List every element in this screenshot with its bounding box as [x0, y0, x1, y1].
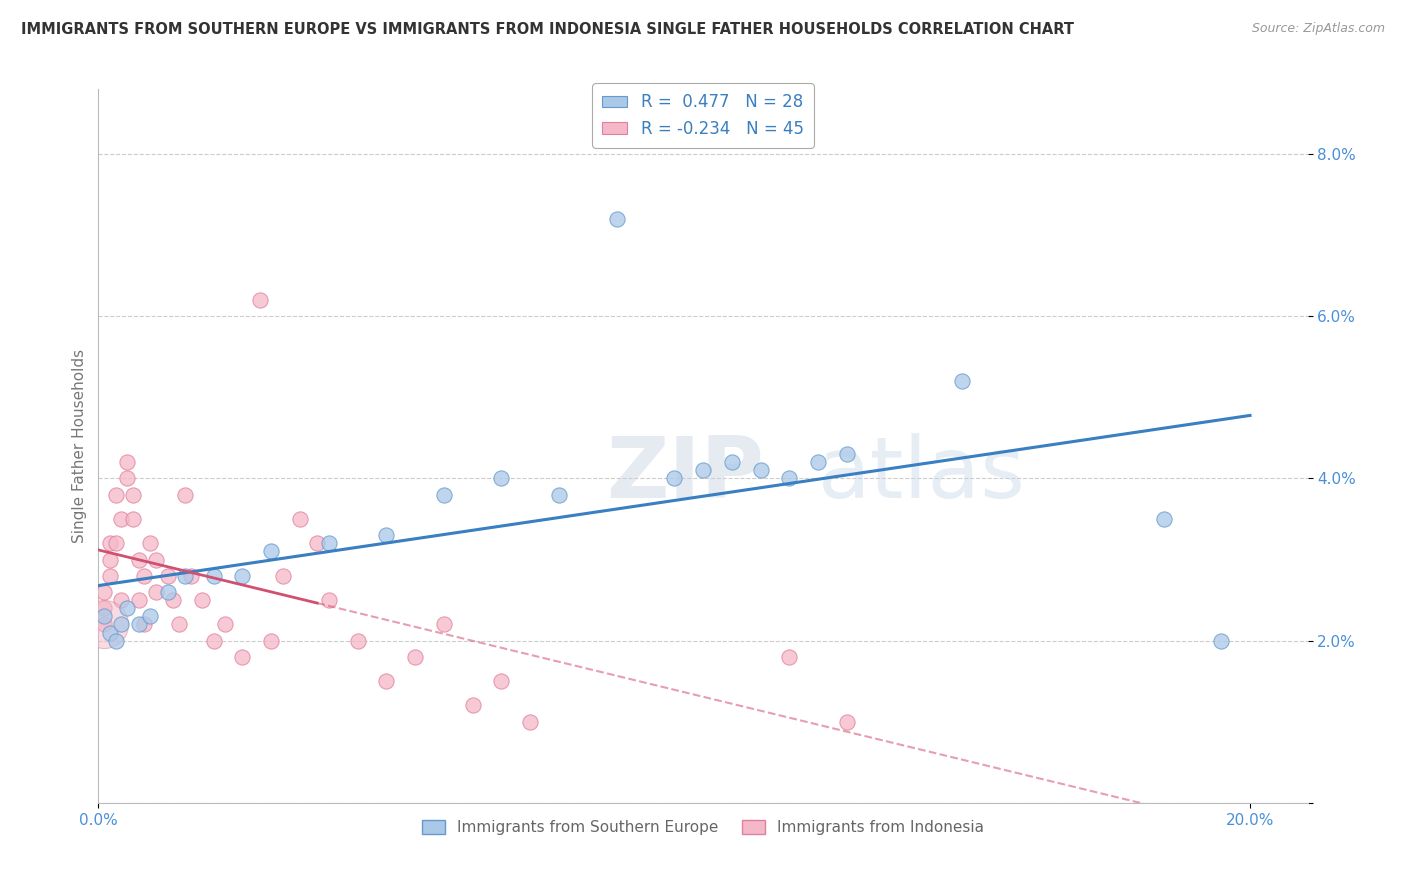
Point [346, 633, 368, 648]
Point [115, 471, 138, 485]
Point [271, 568, 294, 582]
Point [664, 471, 686, 485]
Point [98, 552, 121, 566]
Point [128, 593, 150, 607]
Point [139, 536, 162, 550]
Y-axis label: Single Father Households: Single Father Households [72, 349, 87, 543]
Point [307, 536, 329, 550]
Point [288, 512, 311, 526]
Point [249, 293, 271, 307]
Point [134, 617, 156, 632]
Point [1211, 633, 1233, 648]
Point [128, 617, 150, 632]
Point [318, 536, 340, 550]
Point [122, 488, 145, 502]
Point [110, 617, 132, 632]
Point [375, 674, 398, 689]
Point [778, 471, 800, 485]
Point [145, 552, 167, 566]
Legend: Immigrants from Southern Europe, Immigrants from Indonesia: Immigrants from Southern Europe, Immigra… [416, 814, 990, 841]
Text: IMMIGRANTS FROM SOUTHERN EUROPE VS IMMIGRANTS FROM INDONESIA SINGLE FATHER HOUSE: IMMIGRANTS FROM SOUTHERN EUROPE VS IMMIG… [21, 22, 1074, 37]
Point [128, 552, 150, 566]
Point [491, 471, 513, 485]
Point [950, 374, 973, 388]
Point [145, 585, 167, 599]
Point [606, 211, 628, 226]
Point [461, 698, 484, 713]
Point [134, 568, 156, 582]
Point [1153, 512, 1175, 526]
Point [260, 633, 283, 648]
Point [162, 593, 184, 607]
Point [98, 568, 121, 582]
Point [93, 617, 115, 632]
Point [93, 585, 115, 599]
Point [214, 617, 236, 632]
Point [519, 714, 541, 729]
Point [404, 649, 426, 664]
Point [104, 536, 127, 550]
Point [93, 617, 115, 632]
Point [692, 463, 714, 477]
Point [167, 617, 190, 632]
Text: atlas: atlas [818, 433, 1026, 516]
Point [156, 585, 179, 599]
Point [98, 625, 121, 640]
Point [778, 649, 800, 664]
Point [807, 455, 830, 469]
Point [180, 568, 202, 582]
Point [110, 593, 132, 607]
Point [231, 649, 253, 664]
Point [139, 609, 162, 624]
Point [191, 593, 214, 607]
Point [375, 528, 398, 542]
Point [548, 488, 571, 502]
Point [433, 488, 456, 502]
Point [104, 633, 127, 648]
Point [122, 512, 145, 526]
Point [231, 568, 253, 582]
Point [110, 512, 132, 526]
Point [433, 617, 456, 632]
Point [749, 463, 772, 477]
Point [318, 593, 340, 607]
Point [835, 447, 858, 461]
Point [93, 609, 115, 624]
Point [173, 488, 195, 502]
Point [104, 488, 127, 502]
Point [98, 536, 121, 550]
Point [115, 601, 138, 615]
Text: Source: ZipAtlas.com: Source: ZipAtlas.com [1251, 22, 1385, 36]
Point [202, 568, 225, 582]
Point [202, 633, 225, 648]
Point [93, 601, 115, 615]
Point [115, 455, 138, 469]
Point [720, 455, 742, 469]
Text: ZIP: ZIP [606, 433, 763, 516]
Point [491, 674, 513, 689]
Point [835, 714, 858, 729]
Point [173, 568, 195, 582]
Point [260, 544, 283, 558]
Point [156, 568, 179, 582]
